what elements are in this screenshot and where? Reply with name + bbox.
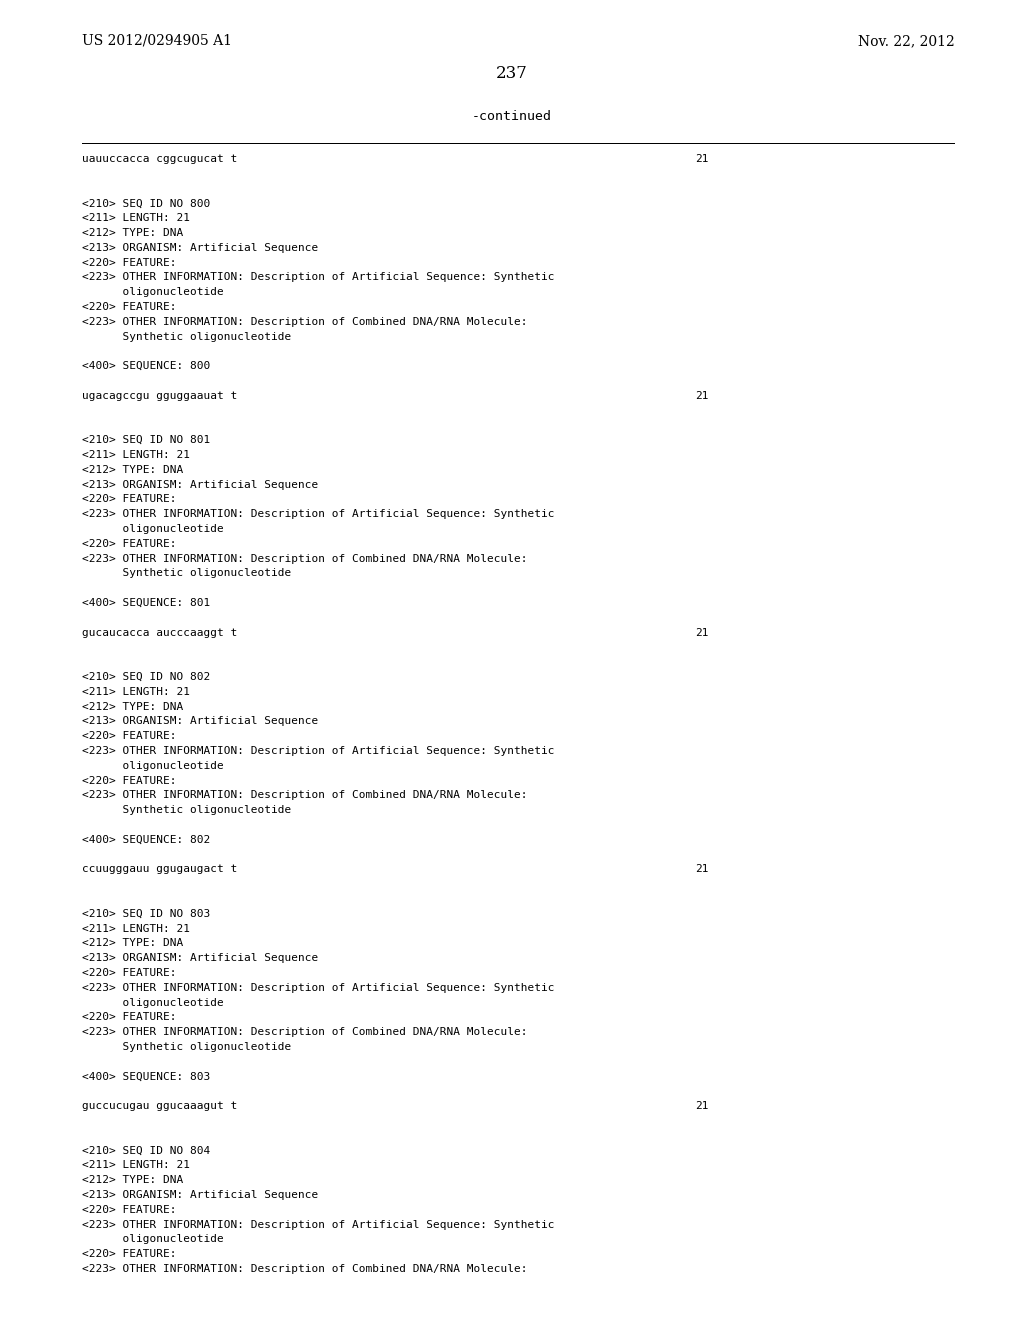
Text: Synthetic oligonucleotide: Synthetic oligonucleotide — [82, 569, 291, 578]
Text: <211> LENGTH: 21: <211> LENGTH: 21 — [82, 1160, 190, 1171]
Text: gucaucacca aucccaaggt t: gucaucacca aucccaaggt t — [82, 627, 238, 638]
Text: <220> FEATURE:: <220> FEATURE: — [82, 1012, 176, 1023]
Text: <220> FEATURE:: <220> FEATURE: — [82, 257, 176, 268]
Text: <211> LENGTH: 21: <211> LENGTH: 21 — [82, 214, 190, 223]
Text: <213> ORGANISM: Artificial Sequence: <213> ORGANISM: Artificial Sequence — [82, 1191, 318, 1200]
Text: <212> TYPE: DNA: <212> TYPE: DNA — [82, 939, 183, 948]
Text: Synthetic oligonucleotide: Synthetic oligonucleotide — [82, 331, 291, 342]
Text: 237: 237 — [496, 65, 528, 82]
Text: <220> FEATURE:: <220> FEATURE: — [82, 495, 176, 504]
Text: US 2012/0294905 A1: US 2012/0294905 A1 — [82, 34, 232, 48]
Text: <220> FEATURE:: <220> FEATURE: — [82, 1205, 176, 1214]
Text: <223> OTHER INFORMATION: Description of Artificial Sequence: Synthetic: <223> OTHER INFORMATION: Description of … — [82, 1220, 555, 1230]
Text: <400> SEQUENCE: 803: <400> SEQUENCE: 803 — [82, 1072, 210, 1081]
Text: <400> SEQUENCE: 801: <400> SEQUENCE: 801 — [82, 598, 210, 609]
Text: <223> OTHER INFORMATION: Description of Artificial Sequence: Synthetic: <223> OTHER INFORMATION: Description of … — [82, 272, 555, 282]
Text: <212> TYPE: DNA: <212> TYPE: DNA — [82, 465, 183, 475]
Text: <223> OTHER INFORMATION: Description of Combined DNA/RNA Molecule:: <223> OTHER INFORMATION: Description of … — [82, 1265, 527, 1274]
Text: <213> ORGANISM: Artificial Sequence: <213> ORGANISM: Artificial Sequence — [82, 479, 318, 490]
Text: Nov. 22, 2012: Nov. 22, 2012 — [858, 34, 955, 48]
Text: <223> OTHER INFORMATION: Description of Artificial Sequence: Synthetic: <223> OTHER INFORMATION: Description of … — [82, 983, 555, 993]
Text: <400> SEQUENCE: 802: <400> SEQUENCE: 802 — [82, 834, 210, 845]
Text: <223> OTHER INFORMATION: Description of Combined DNA/RNA Molecule:: <223> OTHER INFORMATION: Description of … — [82, 1027, 527, 1038]
Text: ugacagccgu gguggaauat t: ugacagccgu gguggaauat t — [82, 391, 238, 401]
Text: <210> SEQ ID NO 804: <210> SEQ ID NO 804 — [82, 1146, 210, 1155]
Text: <223> OTHER INFORMATION: Description of Combined DNA/RNA Molecule:: <223> OTHER INFORMATION: Description of … — [82, 791, 527, 800]
Text: -continued: -continued — [472, 110, 552, 123]
Text: <210> SEQ ID NO 801: <210> SEQ ID NO 801 — [82, 436, 210, 445]
Text: <220> FEATURE:: <220> FEATURE: — [82, 1249, 176, 1259]
Text: 21: 21 — [695, 1101, 709, 1111]
Text: <213> ORGANISM: Artificial Sequence: <213> ORGANISM: Artificial Sequence — [82, 717, 318, 726]
Text: <213> ORGANISM: Artificial Sequence: <213> ORGANISM: Artificial Sequence — [82, 953, 318, 964]
Text: <223> OTHER INFORMATION: Description of Combined DNA/RNA Molecule:: <223> OTHER INFORMATION: Description of … — [82, 317, 527, 327]
Text: Synthetic oligonucleotide: Synthetic oligonucleotide — [82, 1041, 291, 1052]
Text: ccuugggauu ggugaugact t: ccuugggauu ggugaugact t — [82, 865, 238, 874]
Text: 21: 21 — [695, 154, 709, 164]
Text: <210> SEQ ID NO 800: <210> SEQ ID NO 800 — [82, 198, 210, 209]
Text: <213> ORGANISM: Artificial Sequence: <213> ORGANISM: Artificial Sequence — [82, 243, 318, 253]
Text: <212> TYPE: DNA: <212> TYPE: DNA — [82, 1175, 183, 1185]
Text: <210> SEQ ID NO 802: <210> SEQ ID NO 802 — [82, 672, 210, 682]
Text: <223> OTHER INFORMATION: Description of Artificial Sequence: Synthetic: <223> OTHER INFORMATION: Description of … — [82, 746, 555, 756]
Text: guccucugau ggucaaagut t: guccucugau ggucaaagut t — [82, 1101, 238, 1111]
Text: oligonucleotide: oligonucleotide — [82, 998, 224, 1007]
Text: <212> TYPE: DNA: <212> TYPE: DNA — [82, 702, 183, 711]
Text: 21: 21 — [695, 391, 709, 401]
Text: 21: 21 — [695, 627, 709, 638]
Text: oligonucleotide: oligonucleotide — [82, 288, 224, 297]
Text: <400> SEQUENCE: 800: <400> SEQUENCE: 800 — [82, 362, 210, 371]
Text: Synthetic oligonucleotide: Synthetic oligonucleotide — [82, 805, 291, 816]
Text: <211> LENGTH: 21: <211> LENGTH: 21 — [82, 924, 190, 933]
Text: oligonucleotide: oligonucleotide — [82, 524, 224, 535]
Text: oligonucleotide: oligonucleotide — [82, 1234, 224, 1245]
Text: <210> SEQ ID NO 803: <210> SEQ ID NO 803 — [82, 908, 210, 919]
Text: <220> FEATURE:: <220> FEATURE: — [82, 731, 176, 742]
Text: <223> OTHER INFORMATION: Description of Artificial Sequence: Synthetic: <223> OTHER INFORMATION: Description of … — [82, 510, 555, 519]
Text: 21: 21 — [695, 865, 709, 874]
Text: uauuccacca cggcugucat t: uauuccacca cggcugucat t — [82, 154, 238, 164]
Text: <223> OTHER INFORMATION: Description of Combined DNA/RNA Molecule:: <223> OTHER INFORMATION: Description of … — [82, 553, 527, 564]
Text: <220> FEATURE:: <220> FEATURE: — [82, 776, 176, 785]
Text: <220> FEATURE:: <220> FEATURE: — [82, 968, 176, 978]
Text: <211> LENGTH: 21: <211> LENGTH: 21 — [82, 686, 190, 697]
Text: <220> FEATURE:: <220> FEATURE: — [82, 539, 176, 549]
Text: oligonucleotide: oligonucleotide — [82, 760, 224, 771]
Text: <220> FEATURE:: <220> FEATURE: — [82, 302, 176, 312]
Text: <211> LENGTH: 21: <211> LENGTH: 21 — [82, 450, 190, 459]
Text: <212> TYPE: DNA: <212> TYPE: DNA — [82, 228, 183, 238]
